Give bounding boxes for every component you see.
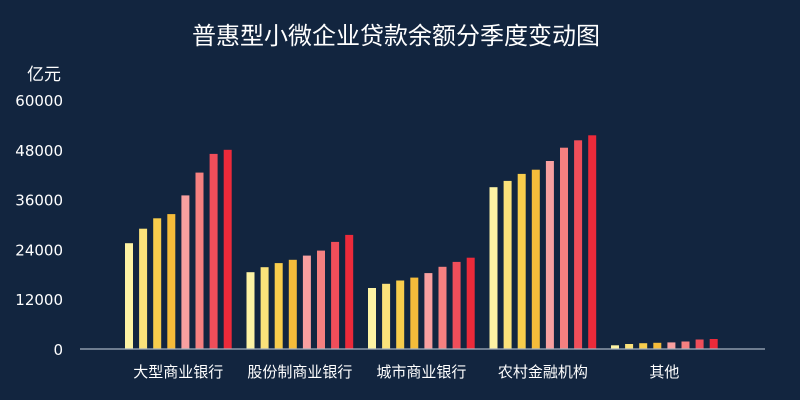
- y-tick-label: 24000: [15, 241, 63, 259]
- bar: [466, 257, 475, 349]
- y-tick-label: 48000: [15, 142, 63, 160]
- bar: [153, 218, 162, 349]
- bar: [302, 255, 311, 349]
- x-category-label: 股份制商业银行: [247, 363, 352, 381]
- bar: [317, 250, 325, 349]
- bar: [625, 344, 634, 349]
- bar: [345, 234, 354, 349]
- bar: [611, 345, 619, 349]
- bar: [588, 135, 597, 349]
- x-category-label: 大型商业银行: [133, 363, 223, 381]
- y-tick-label: 36000: [15, 192, 63, 210]
- bar: [517, 173, 526, 349]
- bar: [167, 214, 176, 349]
- bar: [181, 195, 190, 349]
- y-axis-ticks: 0 12000 24000 36000 48000 60000: [15, 92, 63, 359]
- bar: [209, 153, 218, 349]
- bar: [489, 187, 498, 349]
- bar: [653, 342, 662, 349]
- bar: [452, 261, 461, 349]
- bar: [274, 263, 283, 349]
- x-category-label: 其他: [649, 363, 679, 381]
- bar: [438, 266, 447, 349]
- y-tick-label: 60000: [15, 92, 63, 110]
- chart-title: 普惠型小微企业贷款余额分季度变动图: [192, 22, 600, 50]
- bar: [639, 343, 648, 349]
- bar: [681, 341, 690, 349]
- x-axis-labels: 大型商业银行 股份制商业银行 城市商业银行 农村金融机构 其他: [133, 363, 679, 381]
- bar: [410, 277, 419, 349]
- bar: [288, 259, 297, 349]
- bar: [139, 228, 148, 349]
- bar: [382, 283, 391, 349]
- y-axis-unit-label: 亿元: [27, 65, 61, 85]
- bar: [424, 273, 433, 349]
- y-tick-label: 12000: [15, 291, 63, 309]
- y-tick-label: 0: [53, 341, 63, 359]
- bars: [125, 135, 718, 349]
- bar: [709, 339, 718, 349]
- bar: [574, 140, 583, 349]
- x-category-label: 城市商业银行: [376, 363, 466, 381]
- bar: [560, 147, 568, 349]
- bar: [246, 272, 255, 349]
- bar: [125, 243, 133, 349]
- bar: [195, 172, 204, 349]
- bar: [545, 161, 554, 349]
- bar: [260, 267, 269, 349]
- x-category-label: 农村金融机构: [498, 363, 588, 381]
- bar: [223, 149, 232, 349]
- bar: [531, 169, 540, 349]
- bar: [331, 241, 340, 349]
- bar: [667, 342, 676, 349]
- bar: [503, 180, 512, 349]
- bar: [368, 288, 376, 349]
- bar: [396, 280, 405, 349]
- bar: [695, 339, 704, 349]
